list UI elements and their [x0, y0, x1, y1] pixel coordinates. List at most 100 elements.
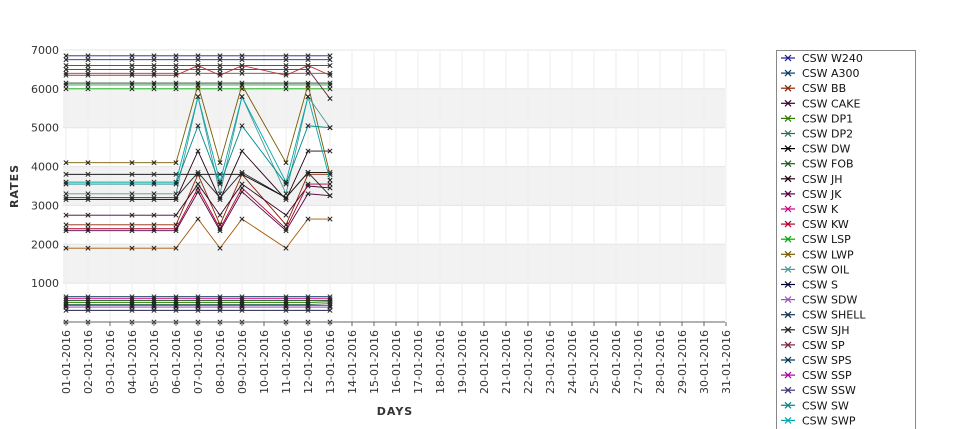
data-point [129, 191, 135, 197]
data-point [283, 197, 289, 203]
data-point [63, 298, 69, 304]
legend-item: CSW BB [781, 82, 846, 95]
data-point [151, 197, 157, 203]
data-point [327, 296, 333, 302]
data-point [63, 195, 69, 201]
series [63, 86, 333, 92]
data-point [173, 191, 179, 197]
legend-item: CSW JK [781, 188, 842, 201]
data-point [63, 212, 69, 218]
data-point [239, 296, 245, 302]
series [63, 80, 333, 86]
data-point [151, 86, 157, 92]
data-point [85, 212, 91, 218]
data-point [305, 303, 311, 309]
data-point [173, 197, 179, 203]
data-point [217, 62, 223, 69]
data-point [283, 86, 289, 92]
x-tick-label: 21-01-2016 [500, 330, 513, 394]
y-tick-label: 5000 [31, 122, 59, 135]
data-point [63, 228, 69, 234]
data-point [283, 245, 289, 251]
data-point [129, 226, 135, 232]
y-tick-label: 1000 [31, 277, 59, 290]
series [63, 216, 333, 251]
data-point [217, 80, 223, 86]
data-point [63, 222, 69, 228]
legend-item: CSW OIL [781, 263, 850, 276]
legend-label: CSW KW [802, 218, 849, 231]
data-point [173, 195, 179, 201]
legend-label: CSW A300 [802, 67, 860, 80]
data-point [173, 181, 179, 187]
data-point [283, 57, 289, 63]
data-point [173, 212, 179, 218]
legend-label: CSW W240 [802, 52, 863, 65]
data-point [85, 228, 91, 234]
data-point [327, 193, 333, 199]
legend-label: CSW SWP [802, 414, 856, 427]
data-point [327, 80, 333, 86]
grid-band [63, 88, 725, 128]
x-tick-label: 03-01-2016 [104, 330, 117, 394]
data-point [195, 303, 201, 309]
legend-item: CSW K [781, 203, 839, 216]
data-point [173, 179, 179, 185]
legend-label: CSW S [802, 279, 838, 292]
legend-label: CSW SHELL [802, 309, 866, 322]
legend-label: CSW CAKE [802, 97, 860, 110]
data-point [217, 197, 223, 203]
data-point [327, 177, 333, 183]
data-point [63, 160, 69, 166]
data-point [63, 70, 69, 76]
data-point [305, 216, 311, 222]
legend-marker [784, 220, 792, 228]
data-point [195, 53, 201, 59]
data-point [305, 296, 311, 302]
data-point [283, 62, 289, 69]
legend-item: CSW SHELL [781, 309, 866, 322]
data-point [239, 94, 245, 100]
data-point [85, 245, 91, 251]
data-point [85, 160, 91, 166]
data-point [151, 70, 157, 76]
x-tick-label: 19-01-2016 [456, 330, 469, 394]
data-point [305, 82, 311, 88]
series [63, 148, 333, 203]
data-point [173, 245, 179, 251]
data-point [151, 298, 157, 304]
legend-marker [784, 99, 792, 107]
data-point [217, 82, 223, 88]
x-tick-label: 17-01-2016 [412, 330, 425, 394]
x-tick-label: 24-01-2016 [566, 330, 579, 394]
data-point [151, 181, 157, 187]
y-tick-label: 6000 [31, 83, 59, 96]
data-point [283, 191, 289, 197]
legend-label: CSW SP [802, 339, 845, 352]
data-point [173, 72, 179, 78]
legend-label: CSW BB [802, 82, 846, 95]
data-point [195, 298, 201, 304]
x-tick-label: 20-01-2016 [478, 330, 491, 394]
data-point [239, 148, 245, 154]
data-point [283, 80, 289, 86]
data-point [305, 53, 311, 59]
data-point [327, 148, 333, 154]
data-point [239, 303, 245, 309]
data-point [217, 298, 223, 304]
y-tick-label: 2000 [31, 238, 59, 251]
data-point [63, 197, 69, 203]
legend-item: CSW SSW [781, 384, 856, 397]
series [63, 307, 333, 313]
legend-marker [784, 160, 792, 168]
series [63, 298, 333, 304]
y-tick-label: 3000 [31, 199, 59, 212]
data-point [283, 66, 289, 72]
grid-bands [63, 49, 727, 322]
series [63, 66, 333, 102]
legend-marker [784, 296, 792, 304]
legend-item: CSW DP2 [781, 128, 853, 141]
data-point [129, 212, 135, 218]
data-point [305, 298, 311, 304]
legend-marker [784, 386, 792, 394]
